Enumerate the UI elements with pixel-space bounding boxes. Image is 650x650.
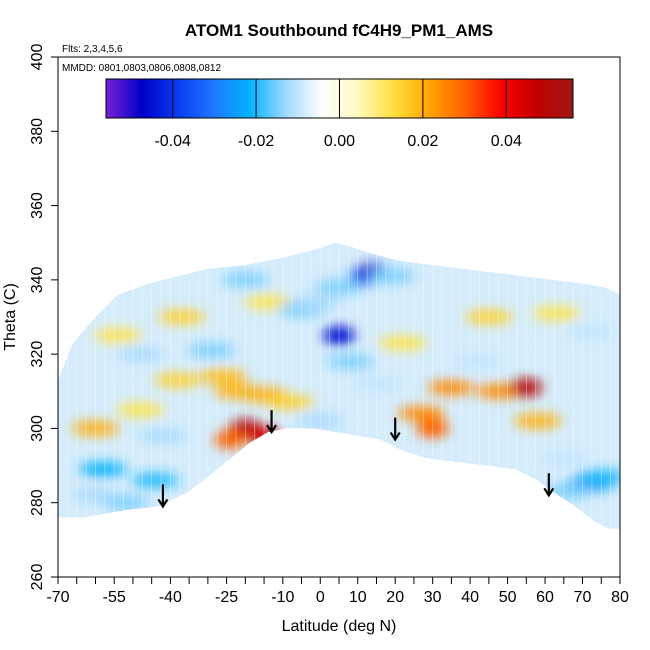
down-arrow-marker: [543, 473, 555, 498]
y-tick-label: 400: [29, 44, 46, 71]
anomaly-cell: [323, 326, 355, 345]
anomaly-cell: [577, 469, 620, 484]
anomaly-cell: [292, 295, 341, 310]
y-axis-label: Theta (C): [2, 283, 19, 351]
down-arrow-marker: [266, 410, 277, 435]
x-tick-label: -40: [159, 589, 182, 606]
down-arrow-marker: [389, 417, 401, 442]
anomaly-cell: [513, 414, 562, 428]
x-tick-label: -25: [215, 589, 238, 606]
y-tick-label: 320: [29, 341, 46, 368]
colorbar: -0.04 -0.02 0.00 0.02 0.04: [105, 78, 574, 150]
down-arrow-marker: [157, 484, 169, 509]
x-tick-label: 60: [536, 589, 554, 606]
y-tick-label: 280: [29, 489, 46, 516]
anomaly-cell: [214, 430, 247, 449]
anomaly-cell: [116, 347, 165, 362]
anomaly-cell: [510, 378, 543, 397]
anomaly-cell: [397, 406, 446, 421]
x-tick-label: -55: [103, 589, 126, 606]
anomaly-cell: [326, 354, 375, 369]
y-tick-label: 360: [29, 192, 46, 219]
anomaly-cell: [521, 347, 570, 362]
anomaly-cell: [187, 343, 236, 358]
anomaly-cell: [566, 324, 614, 339]
anomaly-cell: [131, 473, 180, 488]
x-tick-label: -70: [46, 589, 69, 606]
anomaly-cell: [157, 310, 206, 324]
anomaly-cell: [453, 354, 502, 369]
anomaly-cell: [71, 421, 120, 436]
x-tick-label: 80: [611, 589, 629, 606]
flights-note: Flts: 2,3,4,5,6: [62, 44, 123, 55]
colorbar-tick-label: -0.02: [238, 133, 275, 150]
arrow-markers: [157, 410, 555, 509]
y-tick-label: 340: [29, 266, 46, 293]
anomaly-cell: [79, 462, 127, 477]
x-tick-label: -10: [271, 589, 294, 606]
colorbar-tick-label: 0.02: [407, 133, 438, 150]
dates-note: MMDD: 0801,0803,0806,0808,0812: [62, 63, 221, 74]
x-tick-label: 20: [386, 589, 404, 606]
x-tick-label: 30: [424, 589, 442, 606]
anomaly-cell: [464, 310, 513, 324]
anomaly-cell: [266, 395, 315, 410]
anomaly-cell: [378, 336, 427, 350]
colorbar-tick-label: 0.00: [324, 133, 355, 150]
anomaly-cell: [296, 414, 345, 428]
x-tick-label: 40: [461, 589, 479, 606]
anomaly-cell: [243, 295, 292, 310]
anomaly-cell: [153, 373, 202, 388]
anomaly-cell: [138, 428, 187, 443]
y-tick-label: 300: [29, 415, 46, 442]
x-tick-label: 0: [316, 589, 325, 606]
anomaly-cell: [116, 402, 165, 417]
anomaly-cell: [315, 280, 363, 295]
x-tick-label: 70: [574, 589, 592, 606]
y-tick-label: 380: [29, 118, 46, 145]
chart-title: ATOM1 Southbound fC4H9_PM1_AMS: [185, 21, 493, 40]
anomaly-cell: [198, 369, 247, 384]
x-axis: -70 -55 -40 -25 -10 0 10 20 30 40 50 60 70 80: [46, 577, 629, 606]
anomaly-cell: [352, 376, 401, 391]
colorbar-tick-label: -0.04: [154, 133, 191, 150]
anomaly-cell: [221, 272, 270, 287]
y-tick-label: 260: [29, 564, 46, 591]
y-axis: 260 280 300 320 340 360 380 400: [29, 44, 58, 591]
anomaly-cell: [93, 328, 142, 343]
x-tick-label: 50: [499, 589, 517, 606]
anomaly-cell: [416, 419, 449, 438]
x-tick-label: 10: [349, 589, 367, 606]
anomaly-cell: [532, 306, 581, 321]
colorbar-tick-label: 0.04: [491, 133, 522, 150]
anomaly-cell: [427, 380, 476, 395]
x-axis-label: Latitude (deg N): [282, 618, 397, 635]
anomaly-cell: [71, 488, 120, 503]
anomaly-cell: [539, 451, 588, 466]
anomaly-cell: [367, 269, 416, 284]
